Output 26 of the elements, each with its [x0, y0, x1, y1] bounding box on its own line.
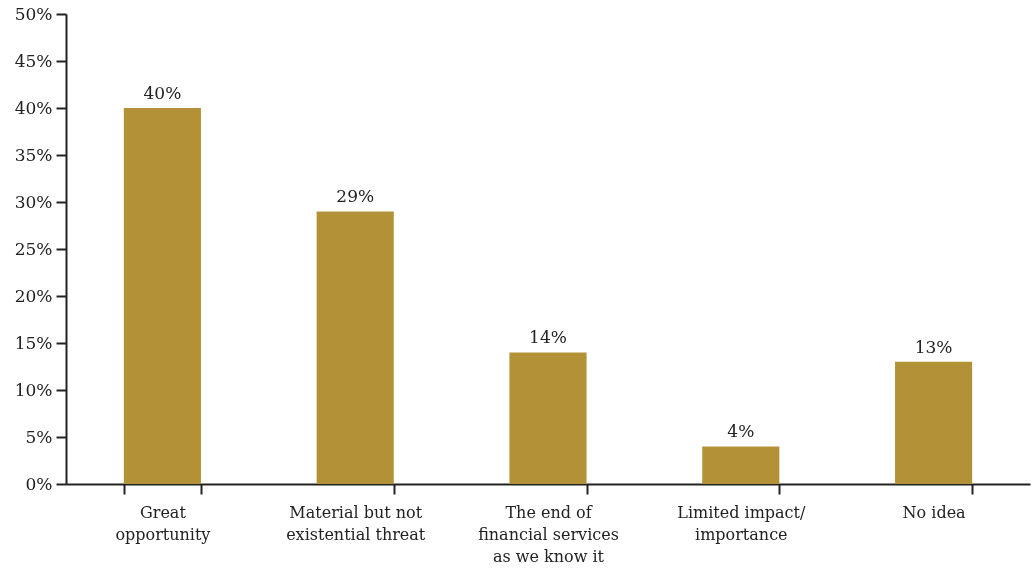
data-label: 14% — [529, 327, 567, 348]
bar — [702, 446, 780, 484]
x-tick-label: Limited impact/ importance — [677, 502, 806, 544]
data-label: 29% — [336, 186, 375, 207]
y-tick-label: 45% — [14, 50, 53, 71]
data-label: 40% — [143, 83, 182, 103]
bar — [509, 352, 587, 484]
x-tick-label: The end of financial services as we know it — [478, 502, 619, 566]
y-tick-label: 5% — [25, 426, 53, 447]
x-tick-label: Great opportunity — [115, 502, 211, 544]
data-label: 4% — [727, 421, 755, 442]
bar — [895, 361, 973, 484]
x-tick-label: Material but not existential threat — [286, 502, 426, 544]
x-tick-label: No idea — [902, 502, 967, 522]
y-tick-label: 25% — [14, 238, 53, 259]
y-tick-label: 50% — [14, 3, 53, 24]
y-tick-label: 15% — [14, 332, 53, 353]
data-label: 13% — [914, 336, 953, 357]
y-tick-label: 0% — [25, 473, 53, 494]
y-tick-label: 35% — [14, 144, 53, 165]
y-tick-label: 30% — [14, 191, 53, 212]
bar — [316, 211, 394, 484]
bar — [123, 108, 201, 484]
y-tick-label: 20% — [14, 285, 53, 306]
y-tick-label: 40% — [14, 97, 53, 118]
y-tick-label: 10% — [14, 379, 53, 400]
